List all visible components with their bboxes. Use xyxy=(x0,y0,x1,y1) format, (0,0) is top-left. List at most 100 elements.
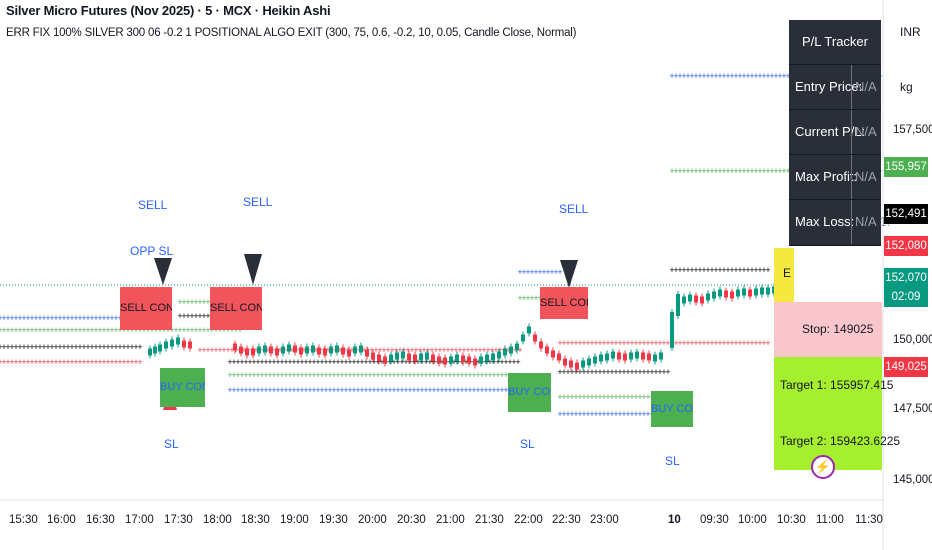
red-level: + xyxy=(229,345,234,355)
green-level: + xyxy=(101,325,106,335)
target1-level: + xyxy=(781,166,786,176)
red-level: + xyxy=(485,345,490,355)
black-level: + xyxy=(291,357,296,367)
price-tag-current: 152,070 xyxy=(884,268,928,288)
black-level: + xyxy=(5,342,10,352)
blue-level: + xyxy=(243,385,248,395)
target1-level: + xyxy=(785,166,790,176)
green-level: + xyxy=(65,325,70,335)
black-level: + xyxy=(387,357,392,367)
entry-level: + xyxy=(713,265,718,275)
candle-body xyxy=(587,358,591,366)
candle-body xyxy=(718,289,722,297)
black-level: + xyxy=(259,357,264,367)
blue-level: + xyxy=(451,385,456,395)
blue-level: + xyxy=(475,385,480,395)
candle-body xyxy=(287,344,291,352)
stop-level: + xyxy=(701,338,706,348)
red-level: + xyxy=(61,357,66,367)
candle-body xyxy=(599,354,603,362)
black-level: + xyxy=(597,367,602,377)
price-tick: 145,000 xyxy=(893,474,932,486)
candle-body xyxy=(593,356,597,364)
price-tag-stop: 149,025 xyxy=(884,357,928,377)
candle-body xyxy=(670,312,674,348)
blue-level: + xyxy=(363,385,368,395)
target2-level: + xyxy=(725,71,730,81)
blue-level: + xyxy=(403,385,408,395)
green-level: + xyxy=(173,325,178,335)
black-level: + xyxy=(299,357,304,367)
green-level: + xyxy=(391,370,396,380)
symbol-title[interactable]: Silver Micro Futures (Nov 2025) · 5 · MC… xyxy=(6,3,331,18)
black-level: + xyxy=(21,342,26,352)
green-level: + xyxy=(339,370,344,380)
indicator-legend[interactable]: ERR FIX 100% SILVER 300 06 -0.2 1 POSITI… xyxy=(6,27,577,39)
black-level: + xyxy=(399,357,404,367)
red-level: + xyxy=(0,357,3,367)
blue-level: + xyxy=(371,385,376,395)
unit-label[interactable]: kg xyxy=(900,80,913,94)
green-level: + xyxy=(439,370,444,380)
red-level: + xyxy=(473,345,478,355)
stop-level: + xyxy=(685,338,690,348)
black-level: + xyxy=(657,367,662,377)
green-level: + xyxy=(93,325,98,335)
green-level: + xyxy=(137,325,142,335)
candle-body xyxy=(371,352,375,360)
entry-level: + xyxy=(709,265,714,275)
entry-level: + xyxy=(721,265,726,275)
target2-level: + xyxy=(697,71,702,81)
red-level: + xyxy=(225,345,230,355)
buy-sl-level: + xyxy=(565,409,570,419)
red-level: + xyxy=(489,345,494,355)
green-level: + xyxy=(243,370,248,380)
time-tick: 19:30 xyxy=(319,514,348,526)
red-level: + xyxy=(77,357,82,367)
buy-conf-badge: BUY CONF xyxy=(508,373,551,412)
buy-sl-level: + xyxy=(609,409,614,419)
stop-level: + xyxy=(677,338,682,348)
black-level: + xyxy=(407,357,412,367)
blue-level: + xyxy=(533,267,538,277)
blue-level: + xyxy=(503,385,508,395)
green-level: + xyxy=(69,325,74,335)
red-level: + xyxy=(33,357,38,367)
candle-body xyxy=(724,290,728,298)
red-level: + xyxy=(241,345,246,355)
candle-body xyxy=(413,354,417,362)
green-level: + xyxy=(185,297,190,307)
black-level: + xyxy=(645,367,650,377)
entry-level: + xyxy=(689,265,694,275)
currency-label[interactable]: INR xyxy=(900,25,921,39)
target1-level: + xyxy=(681,166,686,176)
green-level: + xyxy=(263,370,268,380)
green-level: + xyxy=(319,370,324,380)
green-level: + xyxy=(197,325,202,335)
black-level: + xyxy=(287,357,292,367)
black-level: + xyxy=(577,367,582,377)
green-level: + xyxy=(351,370,356,380)
black-level: + xyxy=(17,342,22,352)
black-level: + xyxy=(311,357,316,367)
blue-level: + xyxy=(227,385,232,395)
target1-level: + xyxy=(669,166,674,176)
candle-body xyxy=(437,356,441,364)
black-level: + xyxy=(347,357,352,367)
green-level: + xyxy=(37,325,42,335)
green-level: + xyxy=(475,370,480,380)
red-level: + xyxy=(349,345,354,355)
blue-level: + xyxy=(323,385,328,395)
target2-level: + xyxy=(733,71,738,81)
green-level: + xyxy=(235,370,240,380)
red-level: + xyxy=(85,357,90,367)
candle-body xyxy=(449,356,453,364)
blue-level: + xyxy=(45,313,50,323)
blue-level: + xyxy=(331,385,336,395)
black-level: + xyxy=(193,311,198,321)
target2-level: + xyxy=(689,71,694,81)
lightning-icon[interactable]: ⚡ xyxy=(811,455,835,479)
target2-level: + xyxy=(777,71,782,81)
red-level: + xyxy=(81,357,86,367)
